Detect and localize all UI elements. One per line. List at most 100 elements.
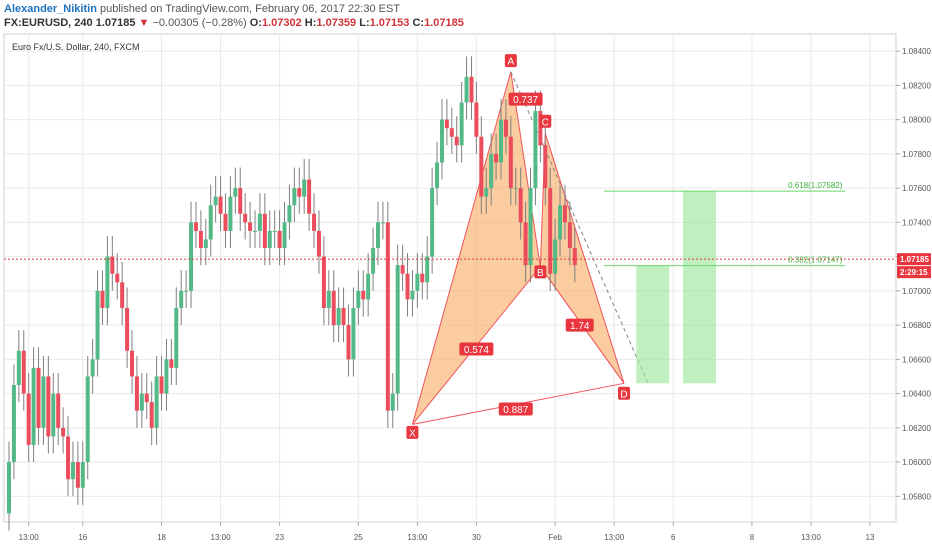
- candle-up: [395, 265, 400, 394]
- candle-down: [444, 119, 449, 129]
- candle-up: [351, 307, 356, 360]
- pattern-point-b-bg: [534, 265, 547, 279]
- pattern-point-a: A: [508, 57, 515, 68]
- candle-up: [376, 222, 380, 249]
- fib-label: 0.382(1.07147): [788, 256, 843, 265]
- symbol-interval: FX:EURUSD, 240: [4, 17, 93, 29]
- candle-up: [282, 222, 287, 249]
- chart-title: Euro Fx/U.S. Dollar, 240, FXCM: [12, 42, 140, 52]
- candle-down: [169, 359, 174, 368]
- harmonic-pattern[interactable]: 0.618(1.07582) 0.382(1.07147): [411, 71, 846, 425]
- x-tick-label: 6: [671, 533, 676, 542]
- y-tick-label: 1.05800: [902, 492, 931, 501]
- price-axis[interactable]: 1.05800 1.06000 1.06200 1.06400 1.06600 1.068…: [896, 47, 931, 501]
- candle-up: [439, 119, 444, 163]
- candle-up: [415, 273, 420, 291]
- candle-down: [494, 153, 499, 163]
- candle-up: [484, 188, 489, 197]
- y-tick-label: 1.06000: [902, 458, 931, 467]
- candle-down: [21, 350, 26, 394]
- candle-up: [489, 153, 494, 189]
- candle-down: [46, 376, 51, 437]
- candle-up: [95, 290, 100, 360]
- candle-up: [435, 162, 440, 189]
- candle-up: [90, 359, 95, 377]
- candle-down: [420, 273, 425, 283]
- y-tick-label: 1.06400: [902, 390, 931, 399]
- time-axis[interactable]: 13:00 16 18 13:00 23 25 13:00 30 Feb 13:00 6 8 13:00…: [19, 522, 875, 542]
- candles: [7, 56, 577, 531]
- candle-down: [130, 350, 134, 377]
- pattern-ratio-label-bg: [498, 402, 533, 416]
- published-text: published on TradingView.com, February 0…: [99, 3, 401, 15]
- pattern-ratio-label-bg: [508, 92, 543, 106]
- candle-down: [523, 222, 528, 266]
- last-price-tag: 1.07185: [900, 255, 929, 264]
- candle-up: [326, 290, 331, 308]
- pattern-ratio-label: 0.574: [464, 345, 489, 356]
- price-change: −0.00305 (−0.28%): [152, 17, 247, 29]
- candle-down: [562, 205, 567, 223]
- candle-down: [508, 136, 513, 189]
- candle-up: [553, 239, 558, 274]
- candle-up: [292, 188, 297, 206]
- pattern-bcd-triangle[interactable]: [539, 133, 625, 384]
- candle-up: [203, 239, 208, 249]
- y-tick-label: 1.07800: [902, 150, 931, 159]
- target-zone-1[interactable]: [636, 265, 670, 384]
- grid: [4, 34, 896, 522]
- publish-info: Alexander_Nikitin published on TradingVi…: [4, 3, 400, 15]
- symbol-quote: FX:EURUSD, 240 1.07185 ▼ −0.00305 (−0.28…: [4, 17, 464, 29]
- pattern-point-b: B: [537, 268, 544, 279]
- high-value: 1.07359: [316, 17, 357, 29]
- x-tick-label: 25: [354, 533, 363, 542]
- candle-up: [213, 196, 218, 206]
- author-link[interactable]: Alexander_Nikitin: [4, 3, 97, 15]
- candle-down: [346, 325, 351, 360]
- candle-down: [331, 290, 336, 326]
- y-tick-label: 1.07000: [902, 287, 931, 296]
- y-tick-label: 1.08400: [902, 47, 931, 56]
- candle-down: [243, 213, 248, 223]
- pattern-ratio-label-bg: [565, 318, 594, 332]
- candle-up: [228, 196, 233, 231]
- down-arrow-icon: ▼: [138, 17, 150, 29]
- candle-down: [248, 222, 253, 231]
- candle-up: [233, 188, 238, 197]
- candle-up: [380, 222, 385, 224]
- candle-up: [139, 393, 144, 411]
- candle-up: [356, 290, 361, 308]
- target-zone-2[interactable]: [683, 191, 717, 384]
- x-tick-label: 13:00: [19, 533, 40, 542]
- x-tick-label: 16: [78, 533, 87, 542]
- candle-up: [85, 376, 90, 463]
- candle-up: [336, 307, 341, 326]
- candle-down: [61, 427, 66, 437]
- candle-up: [105, 256, 110, 308]
- open-label: O:: [249, 17, 262, 29]
- candle-down: [400, 265, 405, 274]
- candle-down: [312, 213, 317, 231]
- candle-up: [51, 393, 56, 437]
- pattern-ratio-label-bg: [459, 342, 494, 356]
- candle-up: [302, 179, 307, 197]
- y-tick-label: 1.07600: [902, 184, 931, 193]
- last-price: 1.07185: [95, 17, 136, 29]
- candle-down: [223, 213, 228, 231]
- candle-down: [469, 76, 474, 103]
- pattern-ratio-label: 0.887: [503, 405, 528, 416]
- x-tick-label: 13:00: [604, 533, 625, 542]
- candle-down: [159, 376, 164, 394]
- candle-down: [193, 222, 198, 231]
- x-tick-label: 13:00: [407, 533, 428, 542]
- candle-down: [277, 230, 282, 249]
- candle-down: [66, 436, 71, 480]
- candle-down: [518, 188, 523, 223]
- candle-down: [454, 136, 459, 146]
- candle-up: [154, 376, 159, 428]
- candle-down: [125, 307, 130, 351]
- candle-down: [548, 188, 553, 274]
- candle-up: [174, 307, 179, 368]
- candle-up: [80, 462, 85, 488]
